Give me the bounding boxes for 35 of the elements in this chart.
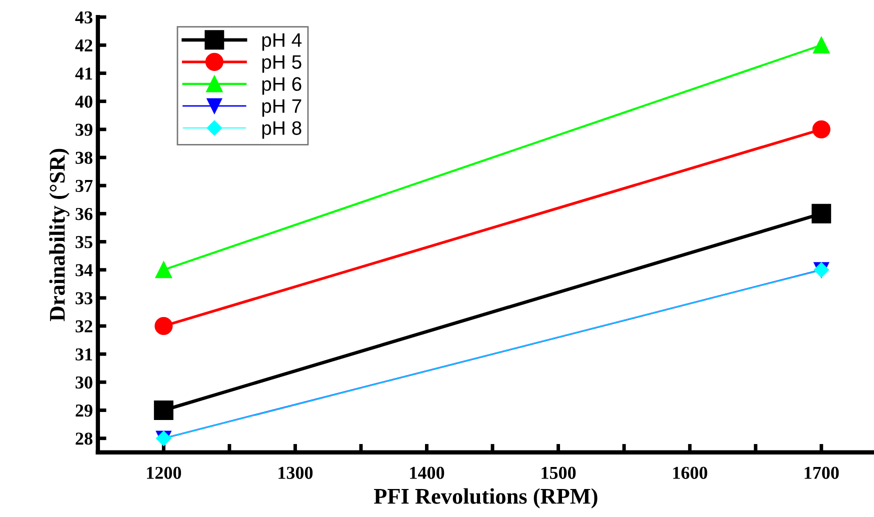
point — [812, 120, 830, 138]
y-tick-label: 36 — [76, 208, 92, 220]
point — [154, 316, 173, 336]
x-axis-title: PFI Revolutions (RPM) — [374, 488, 598, 508]
y-tick-label: 32 — [76, 320, 92, 332]
y-tick-label: 39 — [76, 124, 92, 136]
point — [155, 261, 172, 278]
y-tick-label: 38 — [76, 152, 92, 164]
y-tick-label: 28 — [76, 432, 92, 445]
y-tick-label: 37 — [76, 180, 93, 192]
legend-label: pH 6 — [262, 77, 302, 95]
x-tick-label: 1300 — [278, 466, 313, 479]
legend-label: pH 7 — [262, 99, 302, 117]
point — [812, 204, 832, 224]
y-tick-label: 43 — [75, 11, 92, 24]
x-tick-label: 1400 — [410, 466, 444, 479]
y-tick-label: 41 — [75, 68, 92, 80]
legend-label: pH 8 — [262, 121, 302, 139]
point — [154, 400, 174, 420]
y-tick-label: 40 — [75, 96, 92, 108]
legend-label: pH 5 — [262, 55, 302, 73]
y-tick-label: 30 — [76, 376, 92, 389]
point — [813, 36, 830, 54]
x-tick-label: 1500 — [542, 466, 576, 479]
x-tick-label: 1700 — [804, 466, 839, 479]
y-tick-label: 31 — [76, 348, 92, 361]
x-tick-label: 1600 — [673, 466, 708, 479]
legend-label: pH 4 — [262, 33, 302, 51]
x-tick-label: 1200 — [147, 466, 182, 479]
y-tick-label: 34 — [76, 264, 93, 276]
y-axis-title: Drainability (°SR) — [49, 148, 70, 322]
y-tick-label: 33 — [76, 292, 92, 304]
y-tick-label: 35 — [76, 236, 92, 248]
y-tick-label: 42 — [75, 39, 92, 52]
y-tick-label: 29 — [76, 404, 92, 417]
